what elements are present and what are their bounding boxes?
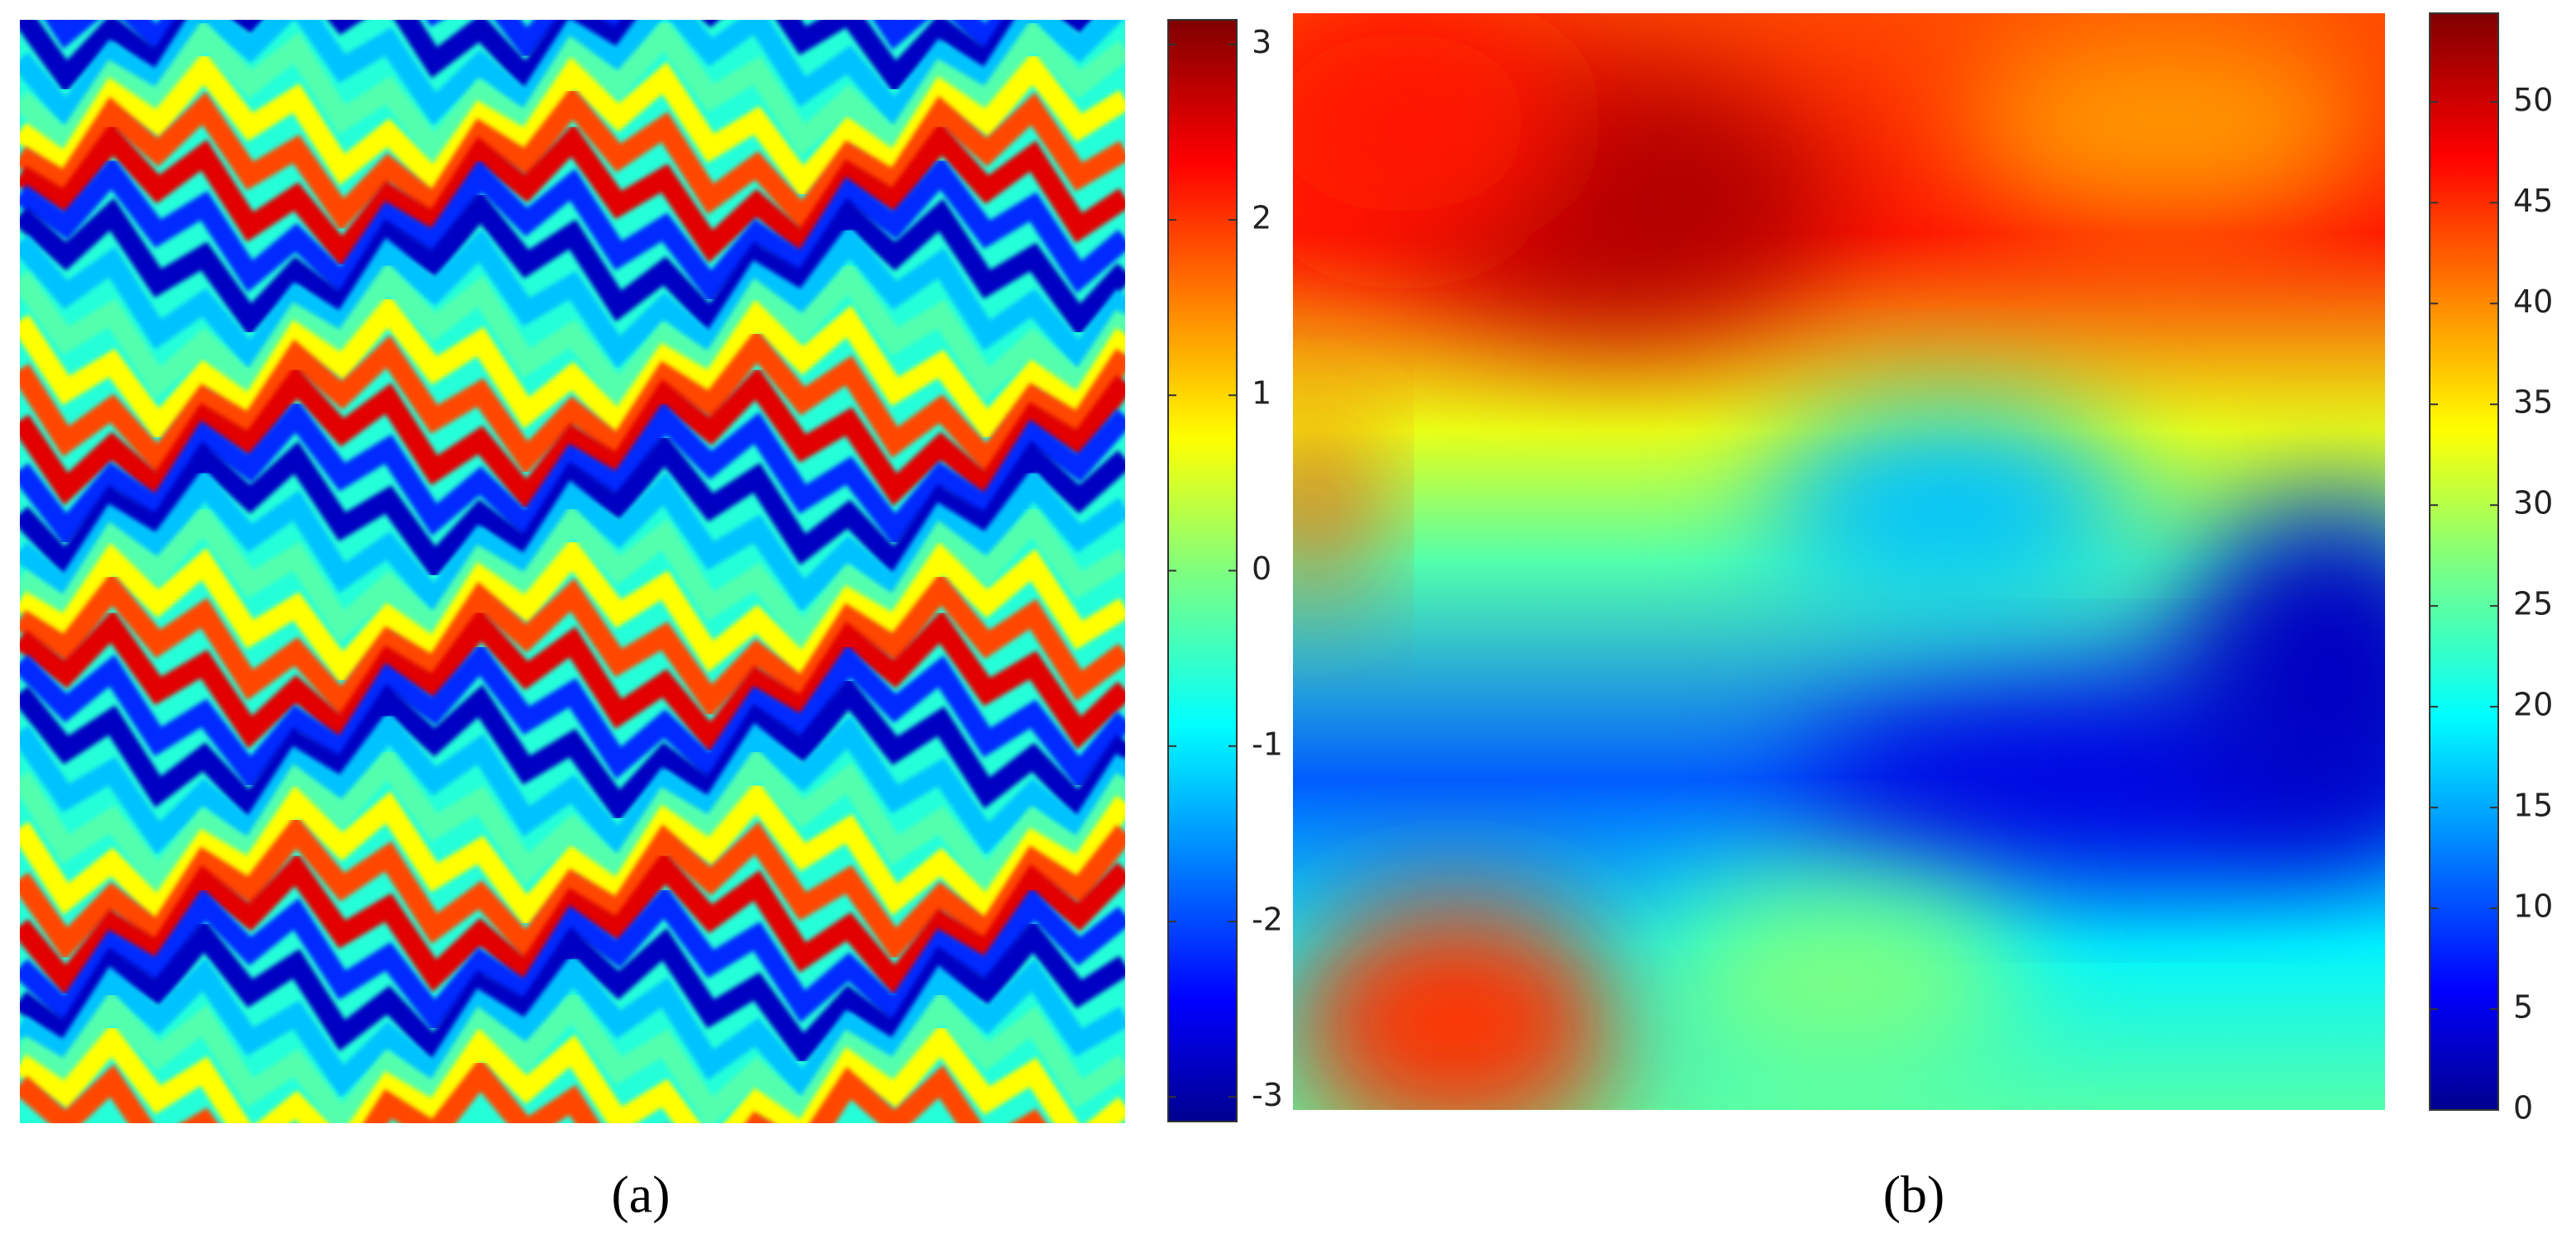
colorbar-tick-label: 45 <box>2513 183 2553 219</box>
colorbar-tick-label: 25 <box>2513 586 2553 622</box>
colorbar-tick-label: 3 <box>1252 24 1271 60</box>
colorbar-tick-label: 30 <box>2513 485 2553 521</box>
colorbar-tick-label: 35 <box>2513 384 2553 421</box>
colorbar-tick-label: 50 <box>2513 82 2553 118</box>
colorbar-tick-label: 40 <box>2513 283 2553 320</box>
colorbar <box>1167 19 1238 1122</box>
colorbar-tick-label: 2 <box>1252 199 1271 236</box>
heatmap-image <box>20 20 1125 1123</box>
colorbar <box>2429 12 2499 1111</box>
heatmap-image <box>1293 13 2385 1110</box>
panel-caption: (a) <box>611 1165 670 1224</box>
colorbar-tick-label: 1 <box>1252 375 1271 412</box>
colorbar-tick-label: -2 <box>1252 902 1283 938</box>
colorbar-tick-label: -3 <box>1252 1077 1283 1113</box>
colorbar-tick-label: 5 <box>2513 989 2533 1026</box>
colorbar-tick-label: 0 <box>2513 1090 2533 1126</box>
colorbar-tick-label: 0 <box>1252 550 1271 587</box>
colorbar-tick-label: 20 <box>2513 687 2553 723</box>
colorbar-tick-label: 10 <box>2513 888 2553 925</box>
panel-caption: (b) <box>1883 1165 1945 1224</box>
colorbar-tick-label: 15 <box>2513 788 2553 824</box>
colorbar-tick-label: -1 <box>1252 726 1283 762</box>
